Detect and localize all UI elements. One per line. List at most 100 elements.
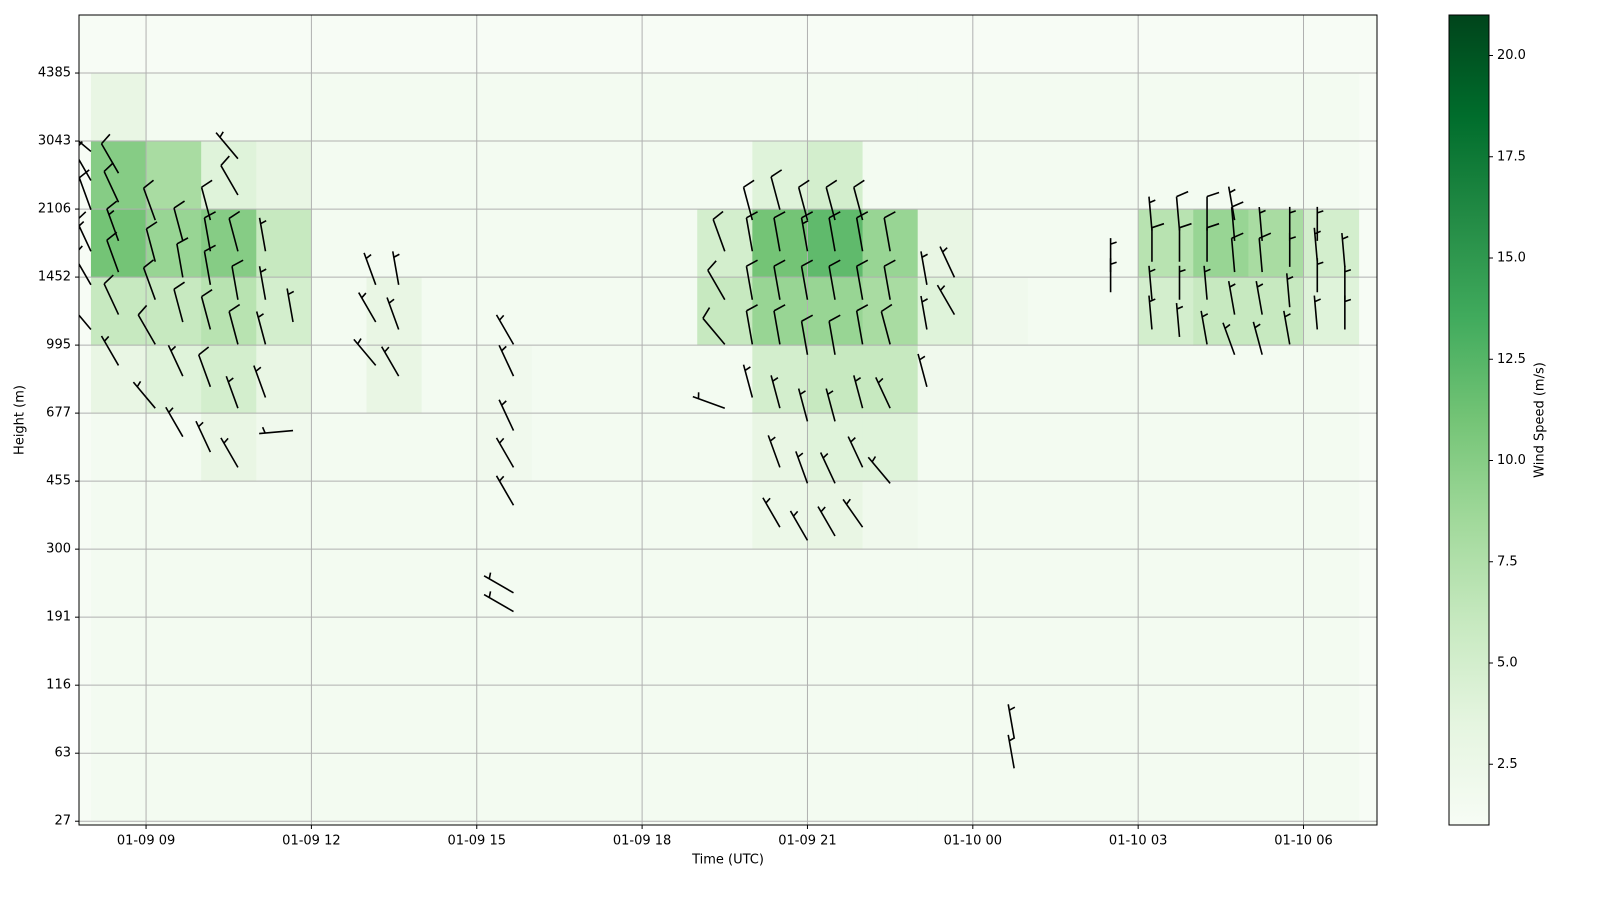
wind-barb (847, 436, 864, 468)
y-tick-label: 300 (46, 542, 71, 557)
heatmap-cell (1027, 345, 1084, 414)
heatmap-cell (917, 209, 974, 278)
heatmap-cell (586, 73, 643, 142)
wind-barb (767, 435, 781, 468)
heatmap-cell (807, 413, 864, 482)
heatmap-cell (311, 209, 368, 278)
wind-barb (855, 259, 869, 300)
heatmap-cell (1248, 685, 1305, 754)
heatmap-cell (201, 345, 257, 414)
heatmap-cell (862, 753, 919, 822)
heatmap-cell (917, 277, 974, 346)
heatmap-cell (201, 413, 257, 482)
heatmap-cell (1248, 73, 1305, 142)
heatmap-cell (476, 73, 533, 142)
heatmap-cell (531, 141, 588, 210)
heatmap-cell (807, 345, 864, 414)
heatmap-cell (476, 549, 533, 618)
heatmap-cell (366, 481, 423, 550)
wind-barb (215, 131, 239, 160)
heatmap-cell (531, 617, 588, 686)
wind-barb (103, 274, 120, 315)
wind-barb (867, 456, 891, 484)
colorbar-label: Wind Speed (m/s) (1533, 362, 1548, 478)
heatmap-cell (752, 753, 808, 822)
y-tick-label: 191 (46, 610, 71, 625)
heatmap-cell (1303, 209, 1360, 278)
wind-barb (1175, 190, 1189, 231)
heatmap-cell (90, 617, 147, 686)
heatmap-cell (256, 345, 312, 414)
wind-barb (855, 304, 869, 345)
heatmap-cell (256, 141, 312, 210)
heatmap-cell (1138, 345, 1194, 414)
heatmap-cell (1303, 73, 1360, 142)
wind-barb (495, 475, 515, 506)
wind-barb (1316, 206, 1324, 241)
heatmap-cell (1193, 617, 1249, 686)
heatmap-cell (146, 413, 202, 482)
wind-barb (1258, 206, 1266, 241)
heatmap-cell (90, 345, 147, 414)
heatmap-cell (642, 617, 698, 686)
heatmap-cell (1193, 481, 1249, 550)
colorbar-tick-label: 15.0 (1497, 251, 1526, 266)
wind-barb (842, 498, 864, 528)
heatmap-cell (531, 73, 588, 142)
wind-barb (1316, 258, 1324, 293)
wind-barb (103, 162, 120, 203)
heatmap-cell (311, 549, 368, 618)
heatmap-cell (752, 413, 808, 482)
y-tick-label: 3043 (38, 134, 71, 149)
wind-barb (286, 288, 295, 323)
heatmap-cell (642, 413, 698, 482)
wind-barb (1148, 295, 1156, 330)
heatmap-cell (90, 73, 147, 142)
heatmap-cell (421, 209, 478, 278)
heatmap-cell (421, 753, 478, 822)
heatmap-cell (752, 73, 808, 142)
colorbar-tick-label: 17.5 (1497, 149, 1526, 164)
wind-barb (173, 200, 185, 242)
wind-barb (797, 179, 810, 221)
heatmap-cell (917, 549, 974, 618)
wind-barb (1227, 280, 1236, 315)
wind-barb (825, 179, 838, 221)
heatmap-cell (1193, 753, 1249, 822)
heatmap-cell (1138, 141, 1194, 210)
wind-barb (1178, 222, 1192, 262)
wind-barb (770, 169, 783, 210)
wind-barb (386, 297, 400, 330)
wind-barb (797, 388, 809, 422)
wind-barb (79, 140, 92, 153)
heatmap-cell (311, 413, 368, 482)
wind-barb (1203, 265, 1211, 300)
heatmap-cell (697, 345, 753, 414)
heatmap-cell (366, 277, 423, 346)
heatmap-cell (752, 277, 808, 346)
heatmap-cell (586, 481, 643, 550)
heatmap-cell (972, 549, 1029, 618)
heatmap-cell (586, 345, 643, 414)
heatmap-cell (1083, 141, 1139, 210)
heatmap-cell (1083, 685, 1139, 754)
heatmap-cell (146, 73, 202, 142)
wind-barb (1178, 265, 1186, 300)
heatmap-cell (201, 617, 257, 686)
heatmap-cell (1248, 345, 1305, 414)
heatmap-cell (1193, 413, 1249, 482)
heatmap-cell (1138, 549, 1194, 618)
wind-barb (203, 211, 216, 252)
colorbar (1448, 14, 1490, 826)
x-tick-label: 01-10 00 (944, 834, 1002, 849)
wind-barb (142, 179, 156, 221)
heatmap-cell (256, 481, 312, 550)
wind-barb (1007, 704, 1016, 738)
wind-barb (132, 380, 156, 409)
wind-barbs (79, 131, 1352, 769)
heatmap-cell (421, 141, 478, 210)
wind-barb (137, 304, 156, 345)
heatmap-cell (476, 413, 533, 482)
wind-barb (939, 246, 956, 278)
wind-barb (773, 304, 786, 345)
